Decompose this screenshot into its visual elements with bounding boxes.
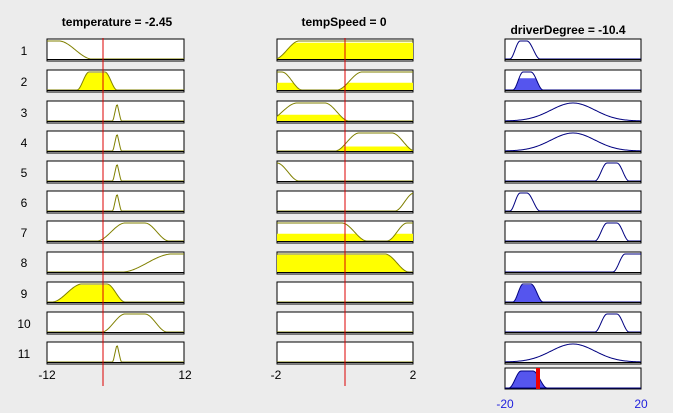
input-1-min-label: -12 [38, 368, 56, 382]
output-mf-plot [504, 220, 642, 244]
input-1-mf-plot [46, 69, 185, 93]
row-label: 10 [17, 317, 31, 331]
input-1-mf-plot [46, 130, 185, 154]
row-label: 8 [21, 256, 28, 270]
defuzzified-output-marker [536, 368, 540, 389]
input-1-column [46, 38, 185, 365]
membership-curve [504, 102, 642, 122]
output-mf-plot [504, 190, 642, 214]
row-label: 5 [21, 166, 28, 180]
row-label: 1 [21, 44, 28, 58]
input-1-title: temperature = -2.45 [62, 15, 173, 29]
output-mf-plot [504, 341, 642, 365]
input-2-max-label: 2 [410, 368, 417, 382]
output-mf-plot [504, 311, 642, 335]
plot-frame [504, 190, 642, 214]
input-1-mf-plot [46, 38, 185, 62]
output-mf-plot [504, 69, 642, 93]
plot-frame [504, 220, 642, 244]
row-label: 7 [21, 226, 28, 240]
input-1-mf-plot [46, 160, 185, 184]
mf-fill [277, 114, 413, 121]
output-mf-plot [504, 281, 642, 305]
aggregated-output-plot [504, 367, 642, 390]
row-label: 9 [21, 287, 28, 301]
output-column [504, 38, 642, 390]
output-mf-plot [504, 100, 642, 124]
membership-curve [504, 343, 642, 363]
row-label: 2 [21, 75, 28, 89]
plot-frame [504, 251, 642, 275]
row-labels: 1 2 3 4 5 6 7 8 9 10 11 [17, 44, 31, 361]
row-label: 4 [21, 136, 28, 150]
plot-frame [46, 38, 185, 62]
row-label: 3 [21, 106, 28, 120]
membership-curve [504, 132, 642, 152]
output-min-label: -20 [496, 397, 514, 411]
mf-fill [505, 78, 641, 90]
plot-frame [504, 160, 642, 184]
input-2-title: tempSpeed = 0 [301, 15, 386, 29]
output-mf-plot [504, 38, 642, 62]
output-title: driverDegree = -10.4 [510, 23, 625, 37]
input-1-mf-plot [46, 190, 185, 214]
input-1-mf-plot [46, 281, 185, 305]
input-1-max-label: 12 [178, 368, 192, 382]
input-1-mf-plot [46, 100, 185, 124]
mf-fill [47, 284, 184, 302]
row-label: 11 [18, 347, 31, 361]
plot-frame [504, 341, 642, 365]
plot-frame [504, 100, 642, 124]
plot-frame [46, 220, 185, 244]
row-label: 6 [21, 196, 28, 210]
output-mf-plot [504, 130, 642, 154]
input-1-mf-plot [46, 251, 185, 275]
input-1-mf-plot [46, 220, 185, 244]
plot-frame [504, 130, 642, 154]
output-mf-plot [504, 160, 642, 184]
plot-frame [504, 311, 642, 335]
input-1-mf-plot [46, 311, 185, 335]
plot-frame [46, 251, 185, 275]
input-1-mf-plot [46, 341, 185, 365]
plot-frame [46, 311, 185, 335]
output-max-label: 20 [634, 397, 648, 411]
output-mf-plot [504, 251, 642, 275]
plot-frame [504, 38, 642, 62]
input-2-min-label: -2 [271, 368, 282, 382]
